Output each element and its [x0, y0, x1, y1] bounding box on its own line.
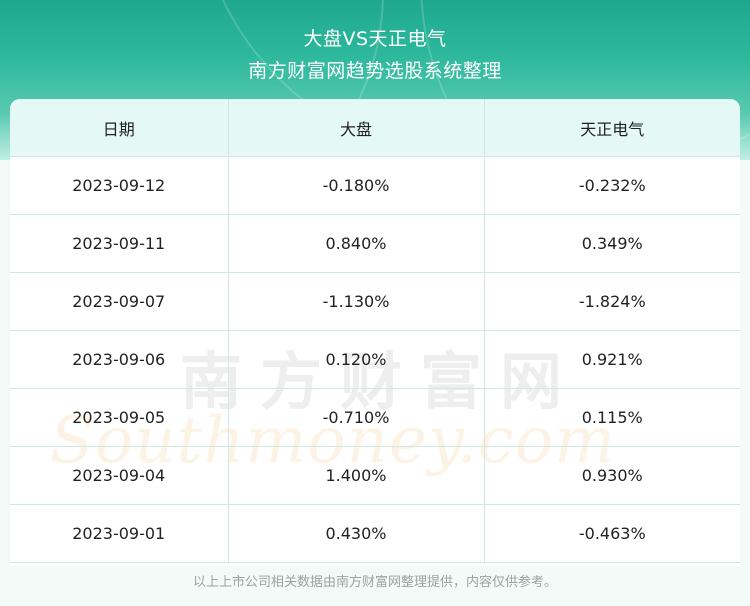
- column-header-date: 日期: [10, 99, 229, 157]
- cell-market: 0.120%: [228, 330, 485, 389]
- cell-stock: 0.921%: [484, 330, 740, 389]
- footer-note: 以上上市公司相关数据由南方财富网整理提供，内容仅供参考。: [192, 575, 557, 590]
- table-row: 2023-09-07 -1.130% -1.824%: [10, 272, 740, 331]
- table-row: 2023-09-12 -0.180% -0.232%: [10, 156, 740, 215]
- cell-stock: -0.463%: [484, 504, 740, 563]
- cell-date: 2023-09-05: [10, 388, 229, 447]
- cell-date: 2023-09-12: [10, 156, 229, 215]
- cell-market: -0.180%: [228, 156, 485, 215]
- table-row: 2023-09-05 -0.710% 0.115%: [10, 388, 740, 447]
- cell-stock: -0.232%: [484, 156, 740, 215]
- footer: [0, 566, 750, 606]
- column-header-stock: 天正电气: [484, 99, 740, 157]
- page-subtitle: 南方财富网趋势选股系统整理: [248, 60, 502, 82]
- cell-market: 1.400%: [228, 446, 485, 505]
- cell-stock: 0.349%: [484, 214, 740, 273]
- cell-date: 2023-09-04: [10, 446, 229, 505]
- cell-stock: 0.115%: [484, 388, 740, 447]
- cell-date: 2023-09-01: [10, 504, 229, 563]
- table-card: 南方财富网 Southmoney.com 日期 大盘 天正电气 2023-09-…: [10, 99, 740, 566]
- cell-market: -1.130%: [228, 272, 485, 331]
- table-header-row: 日期 大盘 天正电气: [10, 99, 740, 157]
- comparison-table: 日期 大盘 天正电气 2023-09-12 -0.180% -0.232% 20…: [10, 99, 740, 563]
- table-row: 2023-09-01 0.430% -0.463%: [10, 504, 740, 563]
- cell-stock: 0.930%: [484, 446, 740, 505]
- page-title: 大盘VS天正电气: [303, 28, 447, 50]
- cell-market: -0.710%: [228, 388, 485, 447]
- table-row: 2023-09-11 0.840% 0.349%: [10, 214, 740, 273]
- column-header-market: 大盘: [228, 99, 485, 157]
- cell-market: 0.840%: [228, 214, 485, 273]
- cell-stock: -1.824%: [484, 272, 740, 331]
- cell-date: 2023-09-11: [10, 214, 229, 273]
- cell-market: 0.430%: [228, 504, 485, 563]
- cell-date: 2023-09-06: [10, 330, 229, 389]
- table-row: 2023-09-04 1.400% 0.930%: [10, 446, 740, 505]
- table-row: 2023-09-06 0.120% 0.921%: [10, 330, 740, 389]
- cell-date: 2023-09-07: [10, 272, 229, 331]
